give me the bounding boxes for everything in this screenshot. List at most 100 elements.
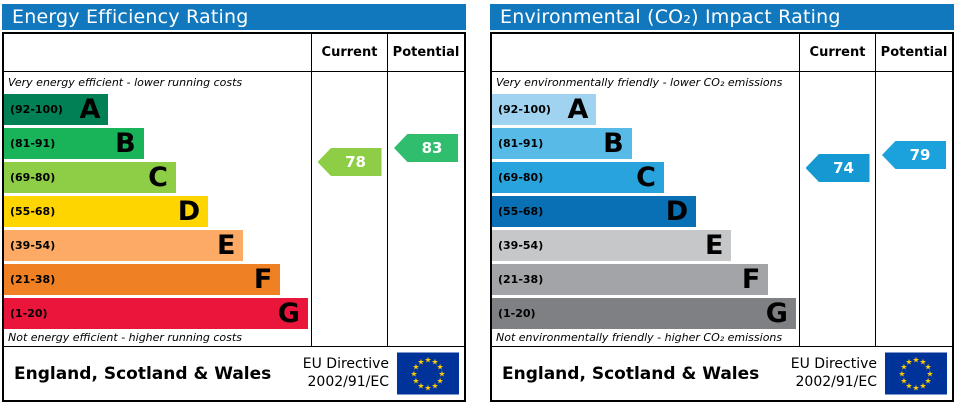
current-rating-arrow: 74 — [805, 154, 870, 182]
potential-column-header: Potential — [387, 34, 464, 71]
band-range: (21-38) — [498, 272, 544, 286]
column-header-row: Current Potential — [4, 34, 464, 72]
band-row-f: (21-38) F — [492, 262, 799, 296]
band-bar-c: (69-80) C — [4, 161, 176, 193]
band-range: (1-20) — [498, 306, 536, 320]
band-bar-d: (55-68) D — [492, 195, 697, 227]
band-row-d: (55-68) D — [4, 194, 311, 228]
eu-flag-icon: ★ ★★ ★★★ ★★★ ★★★ — [885, 352, 947, 395]
svg-text:★: ★ — [412, 363, 419, 372]
band-range: (92-100) — [498, 102, 551, 116]
eu-directive-label: EU Directive 2002/91/EC — [791, 356, 877, 391]
svg-text:★: ★ — [905, 357, 912, 366]
eu-directive-line2: 2002/91/EC — [795, 373, 878, 390]
band-row-a: (92-100) A — [492, 92, 799, 126]
svg-text:★: ★ — [919, 357, 926, 366]
potential-column: 79 — [875, 72, 952, 346]
bottom-note: Not environmentally friendly - higher CO… — [496, 331, 783, 344]
band-letter: D — [665, 195, 689, 227]
eu-directive-line1: EU Directive — [790, 356, 877, 372]
band-range: (39-54) — [498, 238, 544, 252]
energy-efficiency-panel: Energy Efficiency Rating Current Potenti… — [2, 4, 466, 402]
band-letter: E — [705, 229, 724, 261]
potential-column-header: Potential — [875, 34, 952, 71]
band-letter: G — [277, 297, 300, 329]
band-bar-c: (69-80) C — [492, 161, 664, 193]
panel-title: Energy Efficiency Rating — [2, 4, 466, 30]
current-column-header: Current — [799, 34, 875, 71]
region-label: England, Scotland & Wales — [502, 363, 760, 384]
band-letter: C — [636, 161, 656, 193]
panel-footer: England, Scotland & Wales EU Directive 2… — [4, 346, 464, 400]
svg-text:★: ★ — [900, 377, 907, 386]
band-bar-f: (21-38) F — [4, 263, 281, 295]
potential-rating-value: 79 — [909, 146, 931, 164]
band-range: (69-80) — [10, 170, 56, 184]
potential-rating-arrow: 79 — [882, 141, 946, 169]
band-letter: E — [217, 229, 236, 261]
potential-rating-value: 83 — [421, 139, 443, 157]
column-header-row: Current Potential — [492, 34, 952, 72]
svg-text:★: ★ — [412, 377, 419, 386]
current-column-header: Current — [311, 34, 387, 71]
band-letter: B — [115, 127, 136, 159]
band-row-d: (55-68) D — [492, 194, 799, 228]
band-row-e: (39-54) E — [492, 228, 799, 262]
top-note: Very environmentally friendly - lower CO… — [496, 75, 783, 89]
band-letter: A — [79, 93, 101, 125]
chart-body: Very environmentally friendly - lower CO… — [492, 72, 952, 346]
panel-footer: England, Scotland & Wales EU Directive 2… — [492, 346, 952, 400]
band-letter: B — [603, 127, 624, 159]
band-letter: D — [177, 195, 201, 227]
svg-text:★: ★ — [438, 370, 445, 379]
svg-text:★: ★ — [900, 363, 907, 372]
band-range: (55-68) — [498, 204, 544, 218]
band-row-g: (1-20) G — [492, 296, 799, 330]
svg-text:★: ★ — [925, 377, 932, 386]
band-row-e: (39-54) E — [4, 228, 311, 262]
svg-text:★: ★ — [431, 357, 438, 366]
band-range: (1-20) — [10, 306, 48, 320]
band-letter: F — [741, 263, 761, 295]
svg-text:★: ★ — [417, 382, 424, 391]
svg-text:★: ★ — [410, 370, 417, 379]
eu-flag-icon: ★ ★★ ★★★ ★★★ ★★★ — [397, 352, 459, 395]
svg-text:★: ★ — [912, 356, 919, 365]
svg-text:★: ★ — [898, 370, 905, 379]
band-bar-f: (21-38) F — [492, 263, 769, 295]
band-bar-a: (92-100) A — [492, 93, 597, 125]
band-bar-g: (1-20) G — [492, 297, 796, 329]
chart-body: Very energy efficient - lower running co… — [4, 72, 464, 346]
band-bar-a: (92-100) A — [4, 93, 109, 125]
band-list: (92-100) A (81-91) B (69-80) C (55-68) D (39-54)… — [4, 92, 311, 330]
band-letter: C — [148, 161, 168, 193]
band-row-c: (69-80) C — [4, 160, 311, 194]
header-spacer — [4, 34, 311, 71]
eu-directive-label: EU Directive 2002/91/EC — [303, 356, 389, 391]
svg-text:★: ★ — [424, 356, 431, 365]
current-column: 78 — [311, 72, 387, 346]
bottom-note: Not energy efficient - higher running co… — [8, 331, 242, 344]
svg-text:★: ★ — [437, 377, 444, 386]
band-row-b: (81-91) B — [492, 126, 799, 160]
svg-text:★: ★ — [417, 357, 424, 366]
environmental-impact-panel: Environmental (CO₂) Impact Rating Curren… — [490, 4, 954, 402]
band-range: (39-54) — [10, 238, 56, 252]
current-rating-value: 74 — [833, 159, 854, 177]
current-rating-arrow: 78 — [317, 148, 382, 176]
eu-directive-line2: 2002/91/EC — [307, 373, 390, 390]
region-label: England, Scotland & Wales — [14, 363, 272, 384]
band-letter: F — [253, 263, 273, 295]
rating-chart: Current Potential Very energy efficient … — [2, 32, 466, 402]
band-row-a: (92-100) A — [4, 92, 311, 126]
rating-chart: Current Potential Very environmentally f… — [490, 32, 954, 402]
band-bar-d: (55-68) D — [4, 195, 209, 227]
band-row-f: (21-38) F — [4, 262, 311, 296]
band-bar-e: (39-54) E — [492, 229, 732, 261]
svg-text:★: ★ — [424, 384, 431, 393]
band-bar-b: (81-91) B — [4, 127, 144, 159]
band-row-b: (81-91) B — [4, 126, 311, 160]
band-bar-e: (39-54) E — [4, 229, 244, 261]
eu-directive-line1: EU Directive — [302, 356, 389, 372]
band-range: (81-91) — [498, 136, 544, 150]
